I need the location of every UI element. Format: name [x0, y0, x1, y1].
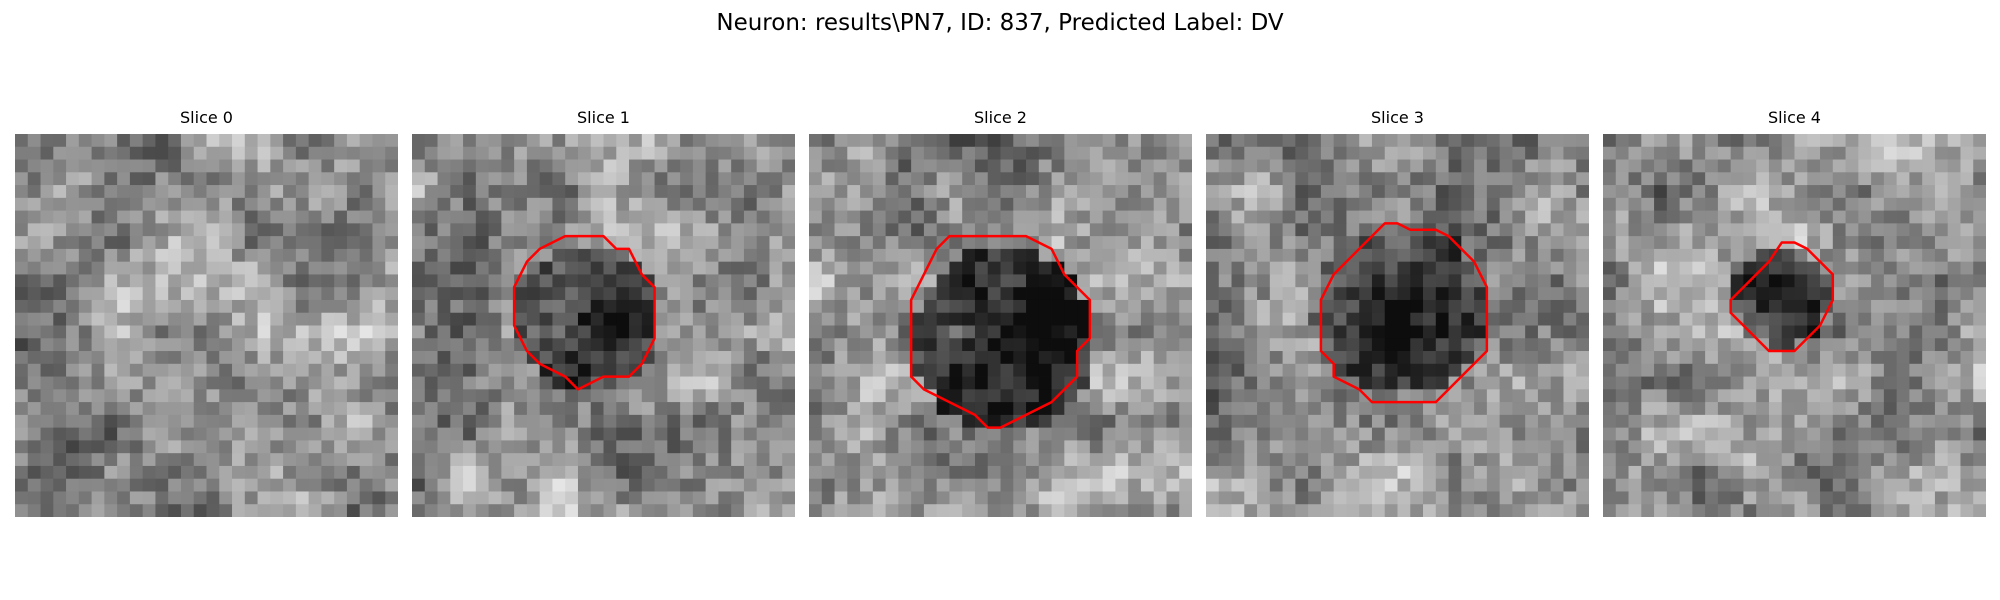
slice-image: [1206, 134, 1589, 517]
pixel-grid: [1206, 134, 1589, 517]
neuron-contour: [512, 234, 656, 391]
slice-image: [809, 134, 1192, 517]
slice-title: Slice 3: [1371, 108, 1424, 127]
pixel-grid: [1603, 134, 1986, 517]
pixel-grid: [809, 134, 1192, 517]
slice-image: [412, 134, 795, 517]
slice-title: Slice 4: [1768, 108, 1821, 127]
neuron-contour: [1319, 222, 1489, 404]
neuron-contour: [909, 234, 1092, 429]
figure-title: Neuron: results\PN7, ID: 837, Predicted …: [716, 10, 1284, 36]
slice-title: Slice 0: [180, 108, 233, 127]
pixel-grid: [412, 134, 795, 517]
slice-image: [1603, 134, 1986, 517]
slice-title: Slice 2: [974, 108, 1027, 127]
neuron-contour: [1729, 241, 1835, 353]
slice-title: Slice 1: [577, 108, 630, 127]
pixel-grid: [15, 134, 398, 517]
slice-image: [15, 134, 398, 517]
